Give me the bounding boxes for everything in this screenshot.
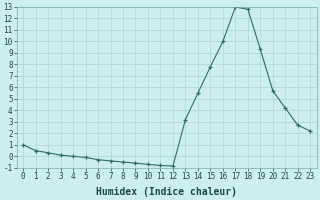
X-axis label: Humidex (Indice chaleur): Humidex (Indice chaleur): [96, 186, 237, 197]
